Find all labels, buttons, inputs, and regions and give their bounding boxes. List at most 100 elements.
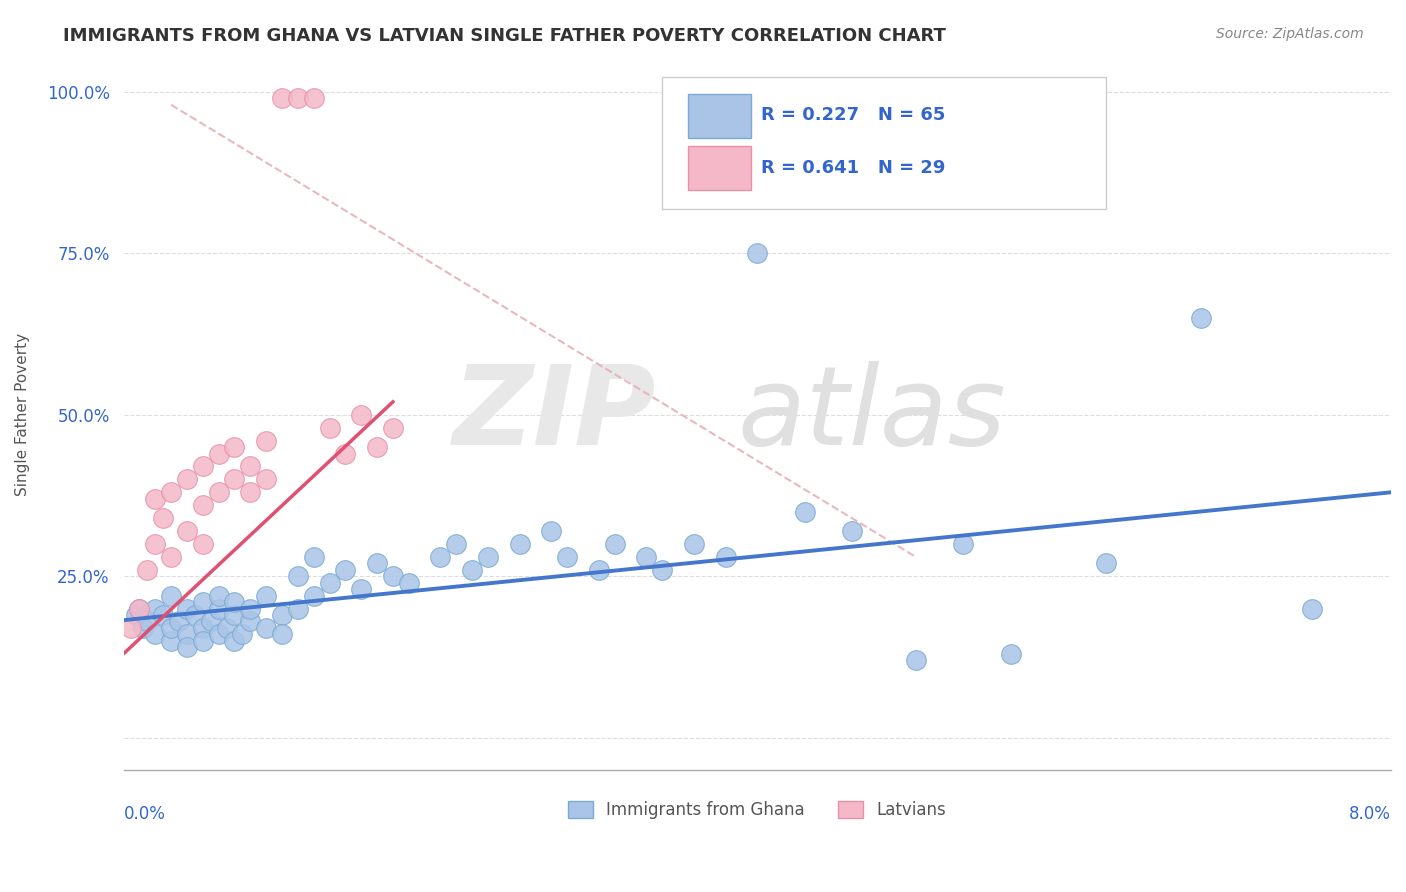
FancyBboxPatch shape xyxy=(688,145,751,190)
Point xyxy=(335,563,357,577)
Point xyxy=(350,582,373,597)
Point xyxy=(191,537,214,551)
Point xyxy=(366,440,388,454)
Point xyxy=(747,246,769,260)
Point xyxy=(1189,310,1212,325)
Point xyxy=(143,537,166,551)
Point xyxy=(555,549,578,564)
Text: R = 0.227   N = 65: R = 0.227 N = 65 xyxy=(761,106,945,124)
Point xyxy=(636,549,658,564)
Point xyxy=(207,627,229,641)
Point xyxy=(207,485,229,500)
Point xyxy=(651,563,673,577)
Point xyxy=(224,633,246,648)
Legend: Immigrants from Ghana, Latvians: Immigrants from Ghana, Latvians xyxy=(561,794,953,826)
Point xyxy=(335,446,357,460)
Point xyxy=(128,601,150,615)
Point xyxy=(239,615,262,629)
Point xyxy=(136,615,159,629)
Point xyxy=(231,627,253,641)
Text: IMMIGRANTS FROM GHANA VS LATVIAN SINGLE FATHER POVERTY CORRELATION CHART: IMMIGRANTS FROM GHANA VS LATVIAN SINGLE … xyxy=(63,27,946,45)
Point xyxy=(271,91,294,105)
Point xyxy=(224,440,246,454)
Point xyxy=(207,601,229,615)
Point xyxy=(160,621,183,635)
Point xyxy=(302,549,325,564)
Point xyxy=(509,537,531,551)
Text: Source: ZipAtlas.com: Source: ZipAtlas.com xyxy=(1216,27,1364,41)
Point xyxy=(239,485,262,500)
Point xyxy=(176,601,198,615)
Point xyxy=(318,575,340,590)
Point xyxy=(239,601,262,615)
Point xyxy=(184,607,207,622)
Point xyxy=(683,537,706,551)
Point xyxy=(540,524,562,538)
Point xyxy=(318,421,340,435)
Point xyxy=(143,491,166,506)
Point xyxy=(136,563,159,577)
Point xyxy=(287,601,309,615)
Point xyxy=(1095,557,1118,571)
Point xyxy=(160,549,183,564)
Point xyxy=(302,589,325,603)
Point xyxy=(381,421,404,435)
Text: R = 0.641   N = 29: R = 0.641 N = 29 xyxy=(761,159,945,177)
Point xyxy=(224,595,246,609)
Point xyxy=(287,569,309,583)
Point xyxy=(302,91,325,105)
Point xyxy=(287,91,309,105)
Point xyxy=(176,472,198,486)
Point xyxy=(239,459,262,474)
Point xyxy=(429,549,451,564)
Point xyxy=(603,537,626,551)
Point xyxy=(952,537,974,551)
Point xyxy=(271,627,294,641)
Point xyxy=(1301,601,1323,615)
Point xyxy=(160,633,183,648)
Point xyxy=(176,524,198,538)
Point xyxy=(841,524,863,538)
Point xyxy=(160,485,183,500)
Point xyxy=(215,621,238,635)
Text: 0.0%: 0.0% xyxy=(124,805,166,822)
FancyBboxPatch shape xyxy=(662,78,1107,209)
Point xyxy=(191,498,214,512)
Point xyxy=(143,627,166,641)
Point xyxy=(176,640,198,655)
Text: 8.0%: 8.0% xyxy=(1350,805,1391,822)
Point xyxy=(254,434,277,448)
Point xyxy=(207,446,229,460)
Point xyxy=(200,615,222,629)
Point xyxy=(461,563,484,577)
Point xyxy=(191,621,214,635)
Point xyxy=(254,621,277,635)
Point xyxy=(176,627,198,641)
Point xyxy=(152,607,174,622)
Point xyxy=(350,408,373,422)
Point xyxy=(191,633,214,648)
Point xyxy=(191,459,214,474)
Point xyxy=(793,505,815,519)
Point xyxy=(160,589,183,603)
Point xyxy=(143,601,166,615)
Point xyxy=(904,653,927,667)
Point xyxy=(224,472,246,486)
Point xyxy=(152,511,174,525)
Point xyxy=(224,607,246,622)
Point xyxy=(588,563,610,577)
Point xyxy=(128,601,150,615)
Y-axis label: Single Father Poverty: Single Father Poverty xyxy=(15,334,30,496)
Point xyxy=(254,472,277,486)
Point xyxy=(714,549,737,564)
Point xyxy=(271,607,294,622)
Point xyxy=(207,589,229,603)
Point xyxy=(1000,647,1022,661)
Point xyxy=(125,607,148,622)
Text: ZIP: ZIP xyxy=(453,361,655,468)
Point xyxy=(381,569,404,583)
Text: atlas: atlas xyxy=(737,361,1005,468)
FancyBboxPatch shape xyxy=(688,94,751,137)
Point xyxy=(477,549,499,564)
Point xyxy=(131,621,153,635)
